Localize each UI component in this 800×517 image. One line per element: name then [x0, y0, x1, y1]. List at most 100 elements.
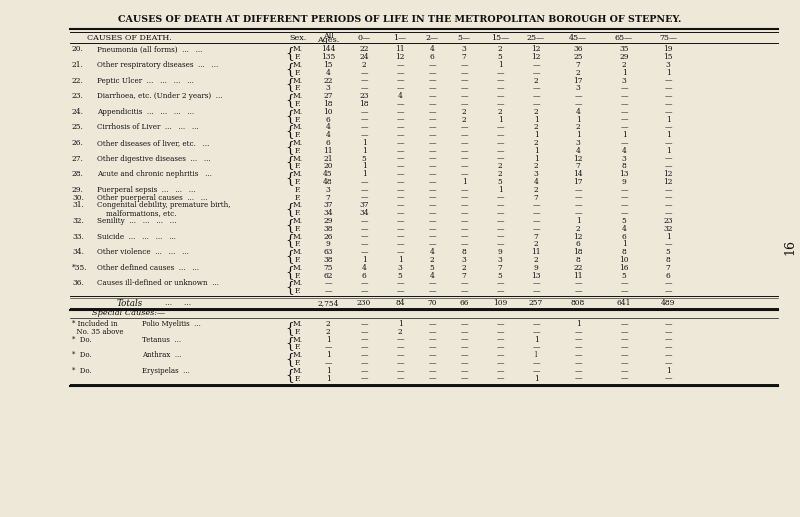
- Text: —: —: [428, 100, 436, 108]
- Text: Acute and chronic nephritis   ...: Acute and chronic nephritis ...: [97, 170, 212, 178]
- Text: —: —: [360, 124, 368, 131]
- Text: —: —: [664, 92, 672, 100]
- Text: —: —: [396, 139, 404, 147]
- Text: 2: 2: [534, 77, 538, 85]
- Text: 1: 1: [534, 336, 538, 344]
- Text: 2: 2: [362, 61, 366, 69]
- Text: —: —: [360, 233, 368, 240]
- Text: F.: F.: [294, 84, 302, 93]
- Text: Sex.: Sex.: [290, 34, 306, 42]
- Text: —: —: [574, 351, 582, 359]
- Text: 5: 5: [498, 271, 502, 280]
- Text: —: —: [428, 336, 436, 344]
- Text: —: —: [360, 279, 368, 287]
- Text: {: {: [286, 140, 294, 154]
- Text: —: —: [574, 209, 582, 217]
- Text: 45: 45: [323, 170, 333, 178]
- Text: *  Do.: * Do.: [72, 367, 92, 375]
- Text: 2: 2: [534, 124, 538, 131]
- Text: —: —: [620, 100, 628, 108]
- Text: {: {: [286, 280, 294, 294]
- Text: 23: 23: [663, 217, 673, 225]
- Text: 1: 1: [498, 186, 502, 194]
- Text: —: —: [360, 248, 368, 256]
- Text: 4: 4: [430, 271, 434, 280]
- Text: 30.: 30.: [72, 193, 84, 202]
- Text: F.: F.: [294, 343, 302, 352]
- Text: 22: 22: [574, 264, 582, 272]
- Text: 15—: 15—: [491, 34, 509, 42]
- Text: 2: 2: [462, 264, 466, 272]
- Text: —: —: [620, 336, 628, 344]
- Text: 6: 6: [576, 240, 580, 248]
- Text: —: —: [360, 116, 368, 124]
- Text: 7: 7: [326, 193, 330, 202]
- Text: 1: 1: [666, 131, 670, 139]
- Text: 16: 16: [619, 264, 629, 272]
- Text: —: —: [664, 155, 672, 163]
- Text: —: —: [428, 147, 436, 155]
- Text: —: —: [324, 343, 332, 352]
- Text: 11: 11: [574, 271, 582, 280]
- Text: 4: 4: [326, 131, 330, 139]
- Text: —: —: [620, 351, 628, 359]
- Text: —: —: [664, 124, 672, 131]
- Text: —: —: [460, 186, 468, 194]
- Text: l: l: [535, 351, 537, 359]
- Text: F.: F.: [294, 328, 302, 336]
- Text: —: —: [360, 77, 368, 85]
- Text: 2: 2: [534, 162, 538, 171]
- Text: —: —: [324, 359, 332, 367]
- Text: Other diseases of liver, etc.   ...: Other diseases of liver, etc. ...: [97, 139, 210, 147]
- Text: 11: 11: [323, 147, 333, 155]
- Text: 1: 1: [534, 131, 538, 139]
- Text: 1—: 1—: [394, 34, 406, 42]
- Text: 9: 9: [622, 178, 626, 186]
- Text: 5: 5: [666, 248, 670, 256]
- Text: 2: 2: [498, 162, 502, 171]
- Text: —: —: [396, 131, 404, 139]
- Text: 5: 5: [498, 53, 502, 61]
- Text: —: —: [396, 84, 404, 93]
- Text: —: —: [532, 61, 540, 69]
- Text: —: —: [460, 92, 468, 100]
- Text: 1: 1: [666, 233, 670, 240]
- Text: 4: 4: [575, 108, 581, 116]
- Text: —: —: [360, 84, 368, 93]
- Text: * Included in: * Included in: [72, 320, 118, 328]
- Text: 2: 2: [576, 225, 580, 233]
- Text: —: —: [428, 287, 436, 295]
- Text: malformations, etc.: malformations, etc.: [97, 209, 177, 217]
- Text: 37: 37: [359, 202, 369, 209]
- Text: 12: 12: [663, 178, 673, 186]
- Text: 3: 3: [576, 139, 580, 147]
- Text: 4: 4: [362, 264, 366, 272]
- Text: 18: 18: [574, 248, 582, 256]
- Text: 3: 3: [666, 61, 670, 69]
- Text: 2: 2: [534, 139, 538, 147]
- Text: 7: 7: [498, 264, 502, 272]
- Text: 4: 4: [622, 147, 626, 155]
- Text: —: —: [360, 343, 368, 352]
- Text: —: —: [460, 279, 468, 287]
- Text: —: —: [664, 108, 672, 116]
- Text: M.: M.: [293, 264, 303, 272]
- Text: 34: 34: [359, 209, 369, 217]
- Text: —: —: [360, 375, 368, 383]
- Text: M.: M.: [293, 108, 303, 116]
- Text: —: —: [396, 186, 404, 194]
- Text: 20: 20: [323, 162, 333, 171]
- Text: 25: 25: [574, 53, 582, 61]
- Text: —: —: [396, 351, 404, 359]
- Text: —: —: [496, 336, 504, 344]
- Text: —: —: [664, 359, 672, 367]
- Text: —: —: [428, 367, 436, 375]
- Text: M.: M.: [293, 336, 303, 344]
- Text: —: —: [428, 162, 436, 171]
- Text: —: —: [360, 186, 368, 194]
- Text: —: —: [428, 124, 436, 131]
- Text: —: —: [460, 162, 468, 171]
- Text: —: —: [428, 375, 436, 383]
- Text: 7: 7: [576, 162, 580, 171]
- Text: 2: 2: [576, 124, 580, 131]
